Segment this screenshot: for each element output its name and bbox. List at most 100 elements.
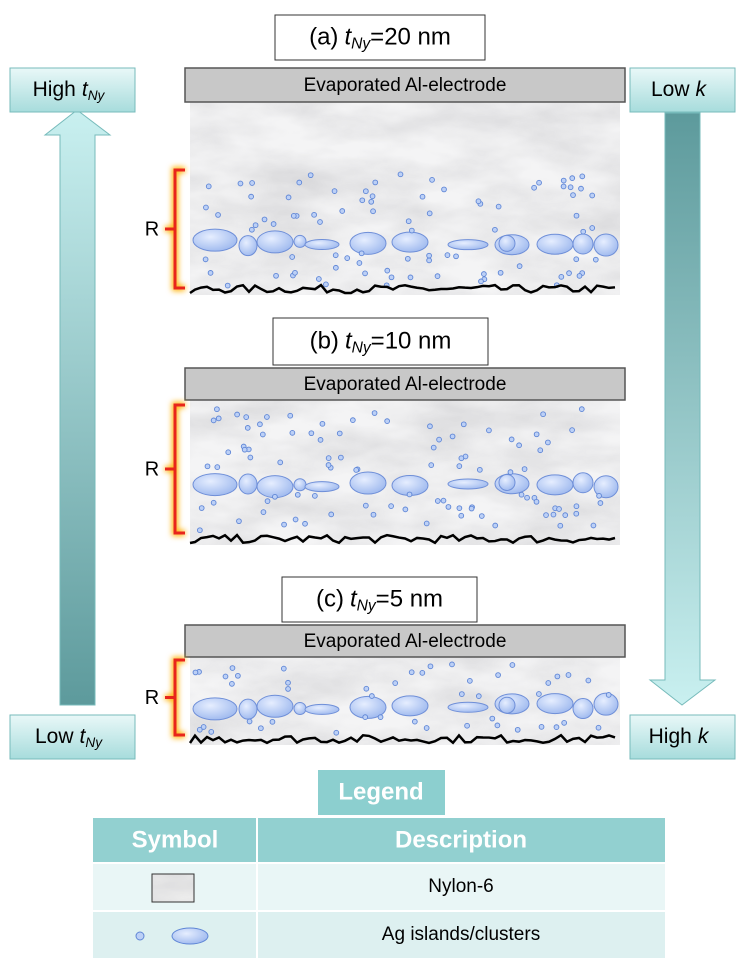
ag-cluster [291, 213, 296, 218]
ag-cluster [215, 465, 220, 470]
ag-cluster [479, 514, 484, 519]
legend-title: Legend [338, 778, 423, 805]
ag-cluster [407, 492, 412, 497]
ag-cluster [563, 513, 568, 518]
ag-cluster [271, 222, 276, 227]
ag-cluster [579, 186, 584, 191]
ag-cluster [532, 185, 537, 190]
ag-cluster [522, 467, 527, 472]
left-arrow [45, 110, 110, 705]
label-word: Low [35, 725, 74, 748]
legend: LegendSymbolDescriptionNylon-6Ag islands… [93, 770, 665, 959]
bracket [165, 660, 185, 735]
ag-cluster [250, 181, 255, 186]
label-prefix: (c) [316, 586, 344, 613]
ag-cluster [370, 194, 375, 199]
ag-cluster [238, 181, 243, 186]
ag-cluster [586, 678, 591, 683]
ag-cluster [408, 275, 413, 280]
ag-symbol-small [136, 932, 144, 940]
ag-cluster [242, 447, 247, 452]
ag-cluster [590, 193, 595, 198]
ag-symbol-large [172, 928, 208, 944]
ag-cluster [536, 692, 541, 697]
ag-cluster [454, 254, 459, 259]
ag-cluster [541, 412, 546, 417]
ag-island [193, 229, 237, 251]
ag-cluster [593, 257, 598, 262]
ag-cluster [332, 189, 337, 194]
ag-cluster [441, 498, 446, 503]
ag-cluster [326, 463, 331, 468]
ag-island [350, 472, 386, 494]
ag-cluster [211, 500, 216, 505]
ag-cluster [403, 507, 408, 512]
ag-island [239, 236, 257, 256]
subscript: Ny [357, 598, 377, 615]
ag-cluster [320, 421, 325, 426]
header-cell: Symbol [132, 826, 219, 853]
ag-cluster [597, 493, 602, 498]
label-rest: =20 nm [370, 24, 451, 51]
ag-cluster [546, 440, 551, 445]
ag-cluster [385, 419, 390, 424]
header-cell: Description [395, 826, 527, 853]
ag-cluster [225, 283, 230, 288]
ag-cluster [487, 428, 492, 433]
ag-cluster [437, 437, 442, 442]
ag-cluster [445, 253, 450, 258]
ag-cluster [579, 407, 584, 412]
ag-cluster [372, 411, 377, 416]
ag-island [537, 475, 573, 495]
ag-cluster [363, 503, 368, 508]
ag-cluster [435, 274, 440, 279]
ag-cluster [596, 725, 601, 730]
ag-cluster [525, 495, 530, 500]
ag-cluster [193, 670, 198, 675]
ag-cluster [557, 507, 562, 512]
ag-cluster [258, 726, 263, 731]
ag-cluster [570, 428, 575, 433]
ag-cluster [244, 415, 249, 420]
ag-island [392, 696, 428, 716]
ag-cluster [371, 512, 376, 517]
label-prefix: (b) [310, 328, 339, 355]
ag-cluster [476, 199, 481, 204]
ag-cluster [318, 220, 323, 225]
ag-cluster [568, 185, 573, 190]
ag-cluster [498, 270, 503, 275]
ag-cluster [262, 217, 267, 222]
subscript: Ny [352, 340, 372, 357]
region-label: R [145, 458, 159, 480]
ag-island [294, 702, 306, 714]
ag-cluster [288, 413, 293, 418]
label-word: High [649, 725, 692, 748]
ag-cluster [295, 492, 300, 497]
ag-cluster [508, 470, 513, 475]
ag-cluster [363, 715, 368, 720]
ag-cluster [378, 715, 383, 720]
ag-cluster [558, 523, 563, 528]
ag-cluster [409, 670, 414, 675]
region-label: R [145, 687, 159, 709]
ag-cluster [509, 437, 514, 442]
ag-cluster [237, 519, 242, 524]
ag-cluster [235, 673, 240, 678]
panels: (a)tNy=20 nmEvaporated Al-electrodeR(b)t… [145, 15, 625, 745]
variable: k [696, 78, 708, 101]
ag-cluster [230, 681, 235, 686]
ag-cluster [570, 176, 575, 181]
ag-cluster [278, 460, 283, 465]
ag-cluster [337, 431, 342, 436]
ag-cluster [245, 425, 250, 430]
ag-cluster [248, 455, 253, 460]
ag-cluster [420, 670, 425, 675]
ag-cluster [316, 277, 321, 282]
description-cell: Nylon-6 [428, 876, 493, 897]
ag-island [239, 474, 257, 494]
nylon-symbol [152, 874, 194, 902]
ag-cluster [428, 424, 433, 429]
ag-cluster [369, 694, 374, 699]
ag-cluster [364, 686, 369, 691]
ag-cluster [293, 517, 298, 522]
